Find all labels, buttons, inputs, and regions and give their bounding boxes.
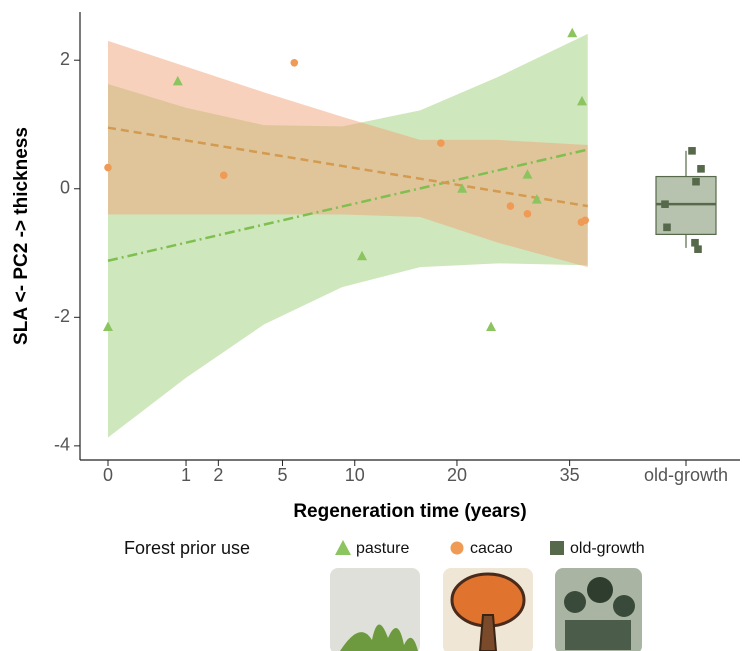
grass <box>340 624 418 651</box>
x-tick-label: 2 <box>213 465 223 485</box>
x-tick-label: 1 <box>181 465 191 485</box>
y-tick-label: -2 <box>54 306 70 326</box>
point <box>357 250 368 261</box>
legend-label: cacao <box>470 540 513 557</box>
point <box>531 194 542 204</box>
fit-line <box>107 126 588 208</box>
x-tick-label: 0 <box>103 465 113 485</box>
point <box>103 321 113 331</box>
point <box>581 216 589 225</box>
point <box>506 202 515 210</box>
point <box>172 75 183 86</box>
point <box>661 200 669 208</box>
x-tick-label: old-growth <box>644 465 728 485</box>
y-tick-label: 2 <box>60 49 70 69</box>
point <box>663 223 671 232</box>
point <box>486 321 497 331</box>
legend-label: old-growth <box>570 540 645 557</box>
point <box>104 163 112 172</box>
legend-marker <box>335 540 351 555</box>
point <box>694 245 702 253</box>
point <box>457 183 468 193</box>
x-axis-title: Regeneration time (years) <box>293 501 526 522</box>
y-axis-title: SLA <- PC2 -> thickness <box>11 127 32 345</box>
y-tick-label: -4 <box>54 435 70 455</box>
y-tick-label: 0 <box>60 178 70 198</box>
point <box>691 238 699 247</box>
x-tick-label: 5 <box>277 465 287 485</box>
x-tick-label: 20 <box>447 465 467 485</box>
fit-line <box>107 148 589 262</box>
point <box>567 27 578 38</box>
point <box>692 177 700 186</box>
point <box>688 147 696 155</box>
tree <box>587 577 613 603</box>
point <box>437 139 445 147</box>
confidence-band <box>108 40 588 268</box>
tree <box>564 591 586 613</box>
undergrowth <box>565 620 631 650</box>
point <box>522 169 533 179</box>
tree-trunk <box>478 614 498 651</box>
point <box>697 165 705 173</box>
point <box>290 58 299 67</box>
tree <box>613 595 635 617</box>
legend-label: pasture <box>356 540 409 557</box>
legend-title: Forest prior use <box>124 538 250 558</box>
legend-marker <box>550 541 564 555</box>
x-tick-label: 10 <box>345 465 365 485</box>
legend-marker <box>450 541 464 555</box>
x-tick-label: 35 <box>560 465 580 485</box>
point <box>219 171 228 180</box>
layer-marks <box>103 27 717 331</box>
legend-icons <box>330 568 642 651</box>
point <box>576 95 587 106</box>
point <box>523 210 532 218</box>
layer-bands <box>108 33 588 438</box>
